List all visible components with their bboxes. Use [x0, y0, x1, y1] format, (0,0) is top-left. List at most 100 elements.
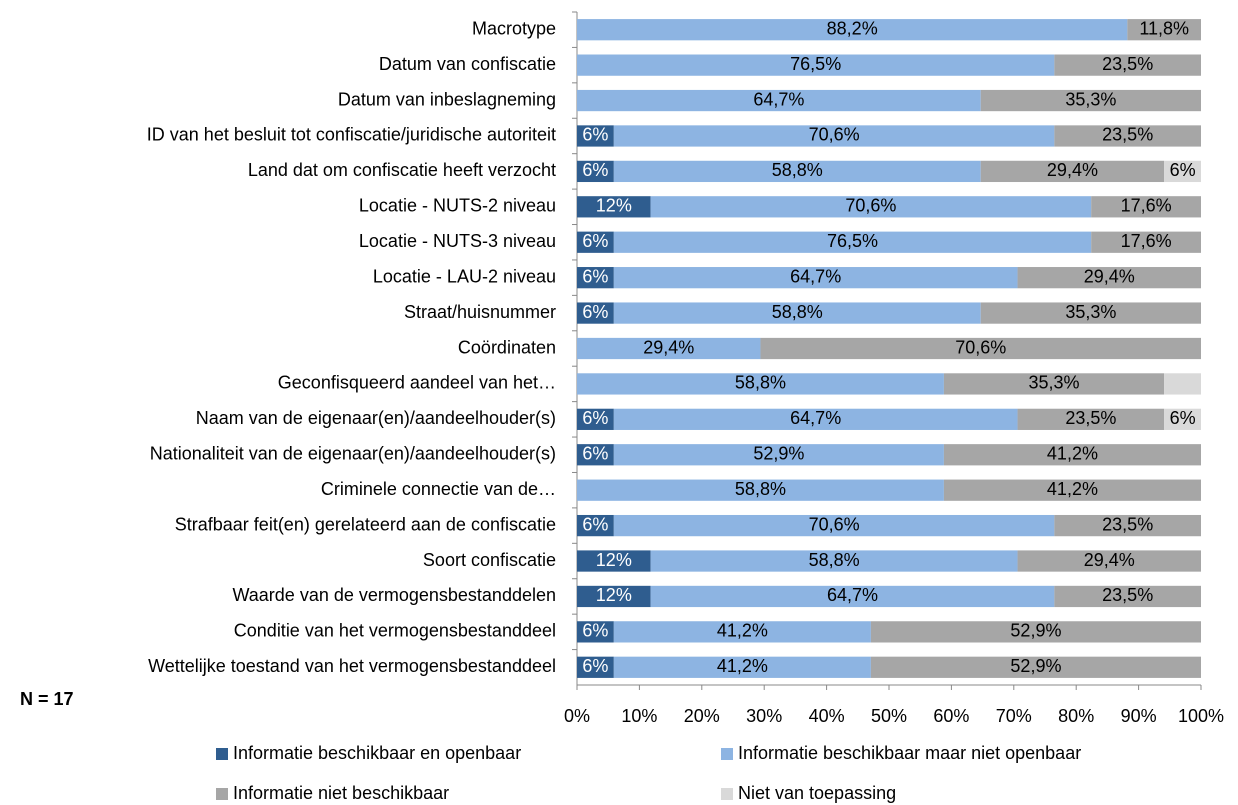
bar-segment: [1127, 19, 1201, 41]
bar-segment: [577, 444, 614, 466]
bar-segment: [870, 656, 1201, 678]
y-tick-label: Locatie - NUTS-3 niveau: [359, 231, 556, 251]
bar-segment: [577, 89, 981, 112]
y-tick-label: Geconfisqueerd aandeel van het…: [278, 373, 556, 393]
data-label: 35,3%: [1065, 89, 1116, 109]
data-label: 6%: [582, 444, 608, 464]
data-label: 70,6%: [845, 196, 896, 216]
data-label: 52,9%: [753, 444, 804, 464]
bar-segment: [613, 408, 1018, 430]
data-label: 76,5%: [827, 231, 878, 251]
x-tick-label: 0%: [564, 706, 590, 726]
bar-segment: [613, 656, 871, 678]
bar-segment: [760, 337, 1201, 360]
data-label: 6%: [582, 266, 608, 286]
bar-segment: [870, 621, 1201, 643]
x-tick-label: 30%: [746, 706, 782, 726]
bar-segment: [577, 408, 614, 430]
bar-segment: [650, 550, 1018, 572]
bar-segment: [1091, 231, 1201, 253]
x-tick-label: 80%: [1058, 706, 1094, 726]
bar-segment: [943, 479, 1201, 501]
bar-segment: [577, 514, 614, 537]
data-label: 29,4%: [643, 337, 694, 357]
bar-segment: [577, 231, 614, 253]
x-tick-label: 20%: [684, 706, 720, 726]
bar-segment: [577, 621, 614, 643]
bar-segment: [1054, 514, 1201, 537]
data-label: 41,2%: [1047, 444, 1098, 464]
data-label: 58,8%: [735, 479, 786, 499]
bar-segment: [613, 267, 1018, 289]
data-label: 12%: [596, 196, 632, 216]
bar-segment: [650, 196, 1092, 218]
bar-segment: [1017, 408, 1165, 430]
legend-label: Informatie beschikbaar maar niet openbaa…: [738, 743, 1081, 763]
data-label: 6%: [582, 656, 608, 676]
data-label: 6%: [1170, 408, 1196, 428]
bar-segment: [943, 373, 1165, 395]
bar-segment: [577, 302, 614, 324]
data-label: 23,5%: [1102, 514, 1153, 534]
data-label: 6%: [582, 125, 608, 145]
x-tick-label: 10%: [621, 706, 657, 726]
data-label: 6%: [582, 160, 608, 180]
bar-segment: [650, 585, 1055, 608]
bar-segment: [577, 267, 614, 289]
legend-label: Niet van toepassing: [738, 783, 896, 803]
data-label: 29,4%: [1047, 160, 1098, 180]
data-label: 6%: [582, 514, 608, 534]
bar-segment: [577, 479, 944, 501]
data-label: 6%: [582, 408, 608, 428]
bar-segment: [1091, 196, 1201, 218]
data-label: 23,5%: [1102, 54, 1153, 74]
y-tick-label: Locatie - LAU-2 niveau: [373, 266, 556, 286]
bar-segment: [577, 337, 761, 360]
legend-swatch: [216, 788, 228, 800]
y-tick-label: Soort confiscatie: [423, 550, 556, 570]
data-label: 64,7%: [753, 89, 804, 109]
data-label: 70,6%: [955, 337, 1006, 357]
data-label: 6%: [582, 302, 608, 322]
y-tick-label: Datum van inbeslagneming: [338, 89, 556, 109]
bar-segment: [577, 656, 614, 678]
data-label: 6%: [582, 621, 608, 641]
bar-segment: [577, 54, 1055, 76]
y-tick-label: Conditie van het vermogensbestanddeel: [234, 621, 556, 641]
data-label: 58,8%: [809, 550, 860, 570]
data-label: 23,5%: [1102, 585, 1153, 605]
y-tick-label: Macrotype: [472, 18, 556, 38]
bar-segment: [613, 621, 871, 643]
bar-segment: [577, 550, 651, 572]
bar-segment: [613, 231, 1092, 253]
data-label: 6%: [1170, 160, 1196, 180]
bar-segment: [980, 302, 1201, 324]
y-tick-label: Coördinaten: [458, 337, 556, 357]
legend-swatch: [721, 788, 733, 800]
y-tick-label: Nationaliteit van de eigenaar(en)/aandee…: [150, 444, 556, 464]
data-label: 64,7%: [790, 266, 841, 286]
bar-segment: [1017, 267, 1201, 289]
data-label: 52,9%: [1010, 656, 1061, 676]
data-label: 23,5%: [1065, 408, 1116, 428]
y-tick-label: Waarde van de vermogensbestanddelen: [232, 585, 556, 605]
y-tick-label: Strafbaar feit(en) gerelateerd aan de co…: [175, 514, 556, 534]
data-label: 29,4%: [1084, 266, 1135, 286]
bar-segment: [613, 444, 944, 466]
bar-segment: [613, 514, 1055, 537]
data-label: 52,9%: [1010, 621, 1061, 641]
data-label: 17,6%: [1121, 231, 1172, 251]
data-label: 11,8%: [1139, 18, 1189, 38]
data-label: 41,2%: [717, 656, 768, 676]
data-label: 35,3%: [1065, 302, 1116, 322]
y-tick-label: ID van het besluit tot confiscatie/jurid…: [147, 125, 556, 145]
bar-segment: [1164, 408, 1201, 430]
bar-segment: [613, 160, 981, 183]
data-label: 41,2%: [717, 621, 768, 641]
data-label: 12%: [596, 550, 632, 570]
legend-label: Informatie niet beschikbaar: [233, 783, 449, 803]
x-tick-label: 40%: [809, 706, 845, 726]
bar-segment: [1017, 550, 1201, 572]
y-tick-label: Straat/huisnummer: [404, 302, 556, 322]
